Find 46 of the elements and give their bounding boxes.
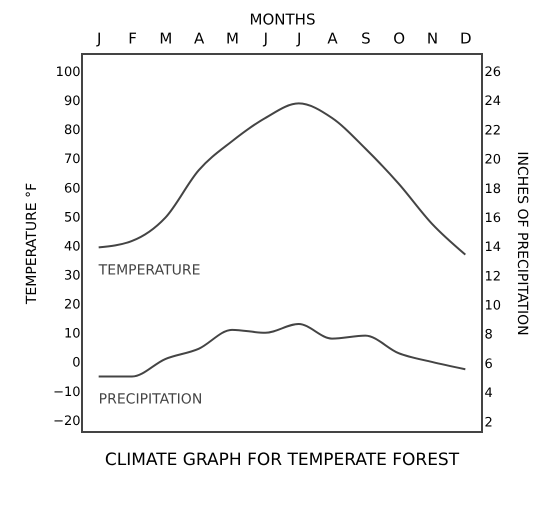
line-series bbox=[98, 323, 466, 378]
x-tick-label: J bbox=[296, 30, 302, 48]
x-axis-title: MONTHS bbox=[250, 10, 316, 28]
x-tick-label: J bbox=[96, 30, 102, 48]
y2-tick-label: 24 bbox=[484, 94, 502, 110]
y2-tick-label: 2 bbox=[484, 415, 493, 430]
y2-tick-label: 6 bbox=[484, 356, 493, 372]
y2-tick-label: 16 bbox=[484, 210, 502, 226]
series-label: PRECIPITATION bbox=[98, 392, 202, 408]
y2-tick-label: 26 bbox=[484, 65, 502, 80]
y-tick-label: 10 bbox=[64, 326, 80, 342]
y-tick-label: −20 bbox=[53, 414, 80, 429]
y-tick-label: 90 bbox=[64, 94, 80, 110]
y-tick-label: 100 bbox=[56, 64, 80, 80]
x-tick-label: O bbox=[393, 30, 406, 48]
y-tick-label: −10 bbox=[53, 384, 80, 400]
x-tick-label: F bbox=[128, 30, 137, 48]
y2-tick-label: 8 bbox=[484, 328, 493, 343]
x-tick-label: N bbox=[426, 30, 438, 48]
y-axis-title: TEMPERATURE °F bbox=[24, 182, 40, 306]
line-series bbox=[98, 102, 466, 256]
y-tick-label: 60 bbox=[64, 181, 80, 196]
y-tick-label: 30 bbox=[64, 268, 80, 284]
y-tick-label: 40 bbox=[64, 239, 80, 254]
y2-axis-title: INCHES OF PRECIPITATION bbox=[514, 151, 530, 336]
y2-tick-label: 14 bbox=[484, 240, 502, 256]
y-tick-label: 70 bbox=[64, 152, 80, 168]
x-tick-label: J bbox=[262, 30, 268, 48]
y-tick-label: 20 bbox=[64, 298, 80, 313]
y-tick-label: 0 bbox=[72, 356, 80, 371]
x-tick-label: S bbox=[361, 30, 371, 48]
y2-tick-label: 4 bbox=[484, 386, 493, 402]
y2-tick-label: 20 bbox=[484, 152, 502, 168]
x-tick-label: A bbox=[327, 30, 338, 48]
x-tick-label: M bbox=[159, 30, 172, 48]
text: CLIMATE GRAPH FOR TEMPERATE FOREST bbox=[104, 450, 460, 470]
x-tick-label: M bbox=[226, 30, 239, 48]
y-tick-label: 80 bbox=[64, 123, 80, 138]
y2-tick-label: 10 bbox=[484, 298, 502, 314]
x-tick-label: D bbox=[460, 30, 472, 48]
y2-tick-label: 18 bbox=[484, 182, 502, 197]
series-label: TEMPERATURE bbox=[98, 262, 200, 278]
x-tick-label: A bbox=[194, 30, 206, 48]
y2-tick-label: 12 bbox=[484, 269, 502, 284]
y-tick-label: 50 bbox=[64, 210, 80, 226]
y2-tick-label: 22 bbox=[484, 123, 502, 138]
